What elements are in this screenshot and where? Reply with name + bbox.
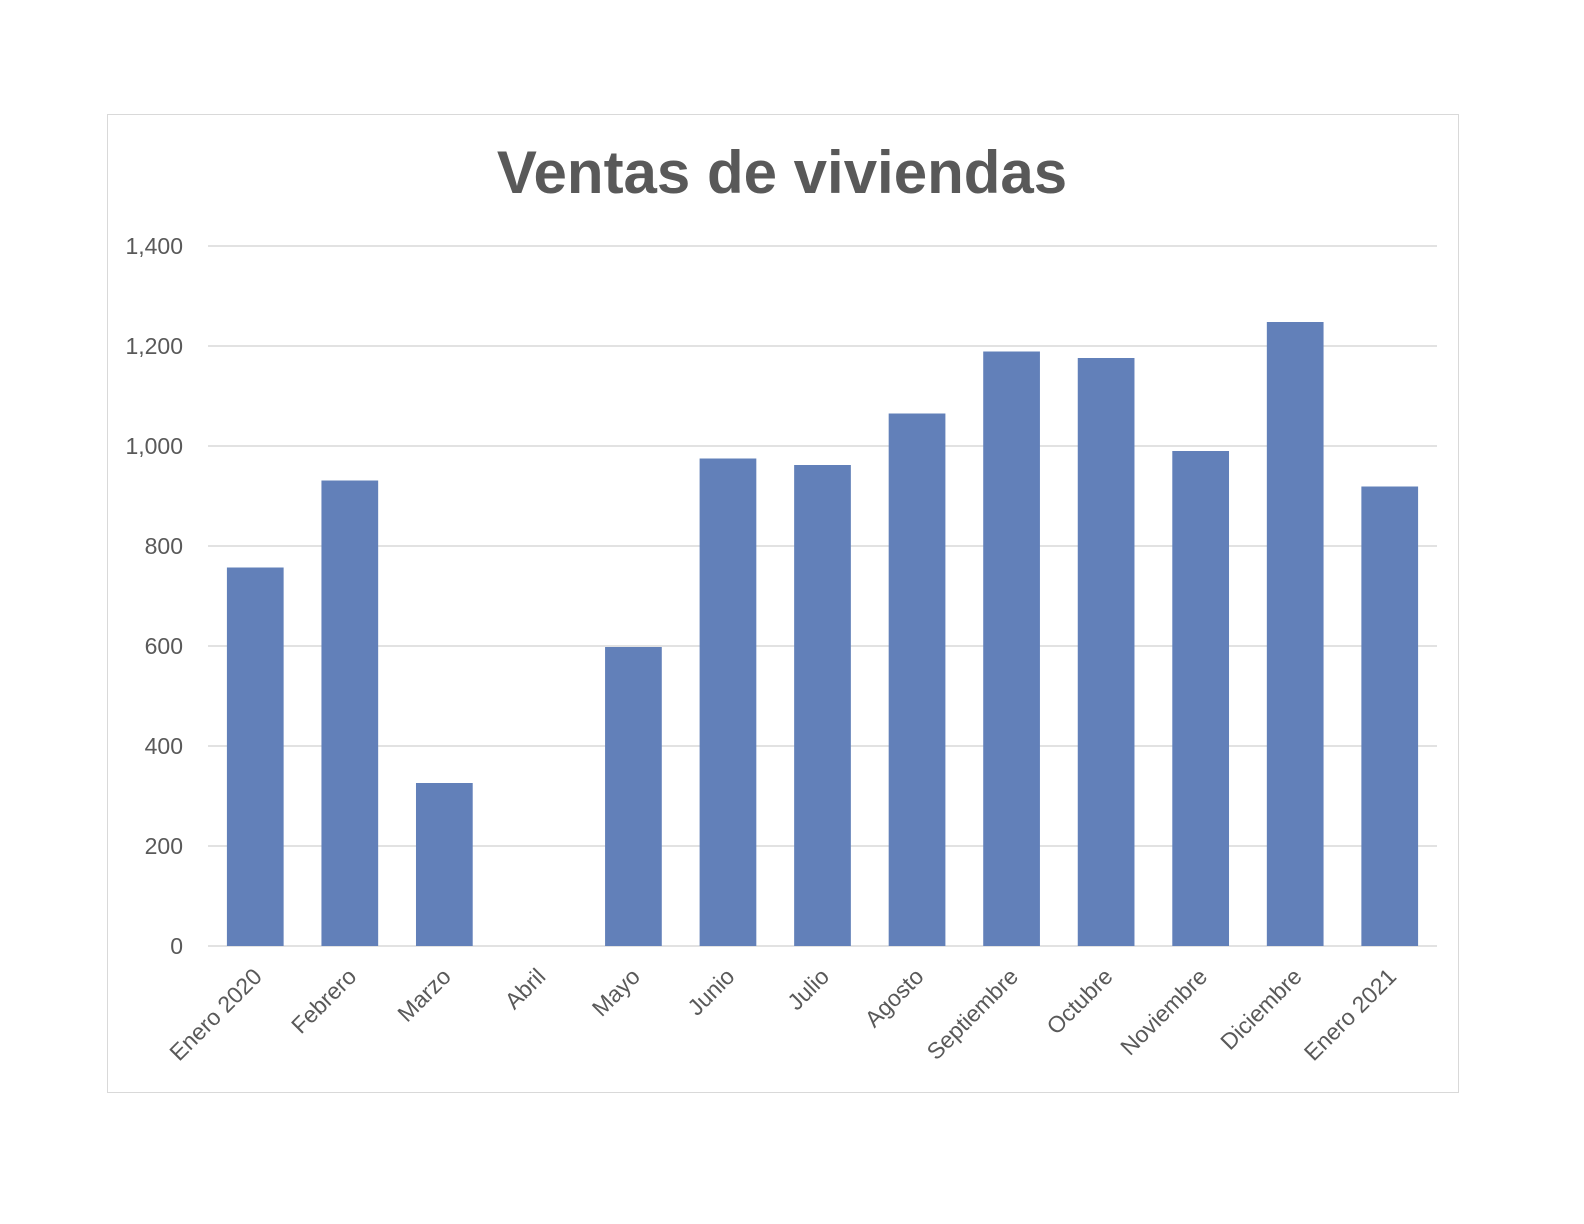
bar xyxy=(1172,451,1230,946)
chart-title: Ventas de viviendas xyxy=(496,139,1068,206)
bar xyxy=(415,783,473,946)
x-tick-label: Marzo xyxy=(392,963,456,1027)
y-axis-tick-labels: 0 200 400 600 800 1,000 1,200 1,400 xyxy=(125,233,183,959)
bar xyxy=(226,567,284,946)
bar xyxy=(321,480,379,946)
bar xyxy=(983,351,1040,946)
y-tick-label: 0 xyxy=(170,933,183,959)
bar xyxy=(699,458,757,946)
x-tick-label: Octubre xyxy=(1041,963,1117,1039)
bar xyxy=(888,413,946,946)
y-tick-label: 200 xyxy=(145,833,183,859)
x-tick-label: Abril xyxy=(499,963,550,1014)
y-tick-label: 1,400 xyxy=(125,233,183,259)
x-tick-label: Septiembre xyxy=(922,963,1024,1065)
x-tick-label: Enero 2021 xyxy=(1299,963,1401,1065)
x-tick-label: Julio xyxy=(782,963,834,1015)
x-tick-label: Febrero xyxy=(286,963,361,1038)
bar xyxy=(1361,486,1419,946)
x-tick-label: Junio xyxy=(682,963,739,1020)
x-tick-label: Mayo xyxy=(587,963,645,1021)
bars xyxy=(226,322,1419,946)
bar xyxy=(605,647,662,946)
y-tick-label: 1,000 xyxy=(125,433,183,459)
x-tick-label: Enero 2020 xyxy=(164,963,266,1065)
x-axis-tick-labels: Enero 2020 Febrero Marzo Abril Mayo Junio Juli… xyxy=(164,963,1401,1065)
y-tick-label: 400 xyxy=(145,733,183,759)
y-tick-label: 600 xyxy=(145,633,183,659)
x-tick-label: Noviembre xyxy=(1115,963,1212,1060)
y-tick-label: 800 xyxy=(145,533,183,559)
bar xyxy=(1266,322,1324,946)
bar xyxy=(794,465,851,946)
y-tick-label: 1,200 xyxy=(125,333,183,359)
bar xyxy=(1077,358,1135,946)
x-tick-label: Agosto xyxy=(860,963,929,1032)
x-tick-label: Diciembre xyxy=(1215,963,1307,1055)
